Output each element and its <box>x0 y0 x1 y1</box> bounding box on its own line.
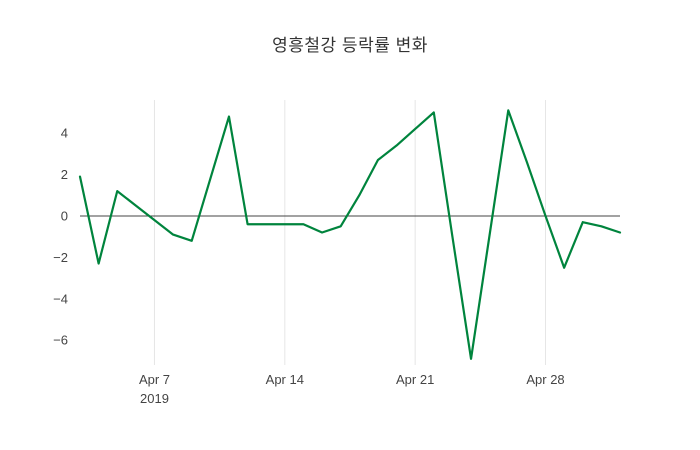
price-change-series-line <box>78 109 622 360</box>
y-tick-label: −6 <box>53 333 68 348</box>
vertical-gridlines <box>153 100 547 365</box>
y-tick-label: −2 <box>53 250 68 265</box>
chart-title: 영흥철강 등락률 변화 <box>272 36 428 55</box>
x-tick-label: Apr 14 <box>266 372 304 387</box>
y-tick-label: −4 <box>53 291 68 306</box>
x-tick-label: Apr 7 <box>139 372 170 387</box>
x-tick-label: Apr 28 <box>526 372 564 387</box>
x-tick-year-label: 2019 <box>140 391 169 406</box>
y-axis-tick-labels: 4 2 0 −2 −4 −6 <box>53 126 68 348</box>
x-axis-tick-labels: Apr 7 2019 Apr 14 Apr 21 Apr 28 <box>139 372 565 406</box>
y-tick-label: 4 <box>61 126 68 141</box>
y-tick-label: 0 <box>61 208 68 223</box>
y-tick-label: 2 <box>61 167 68 182</box>
x-tick-label: Apr 21 <box>396 372 434 387</box>
